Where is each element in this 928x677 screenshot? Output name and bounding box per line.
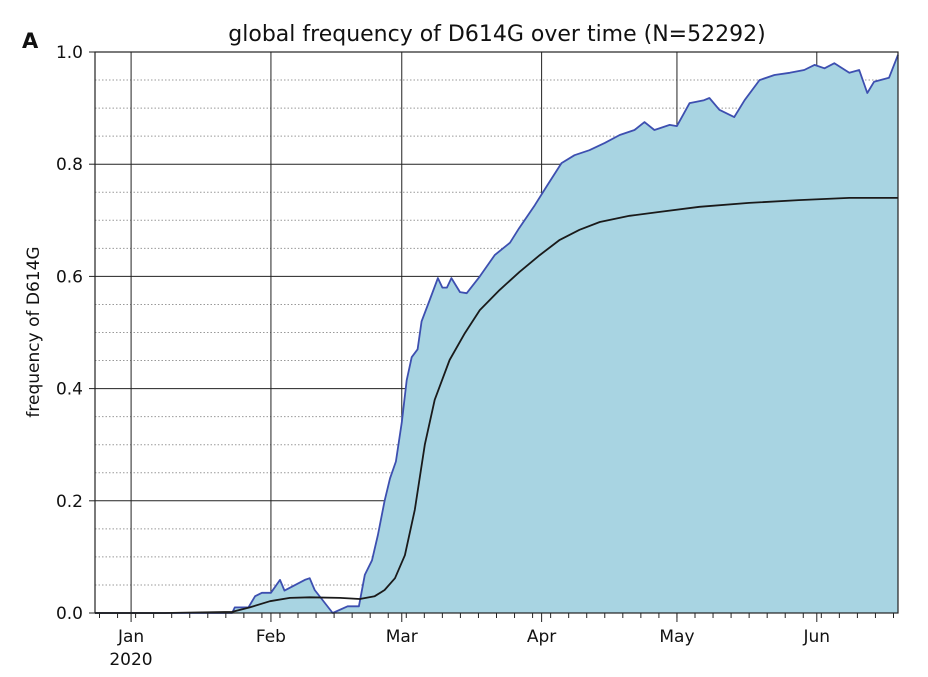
y-tick-label: 0.8 [56, 155, 83, 175]
daily-frequency-area [95, 54, 898, 614]
plot-frame [94, 51, 899, 614]
y-tick-label: 0.4 [56, 380, 83, 400]
y-axis-label: frequency of D614G [24, 246, 44, 417]
x-tick-label: May [659, 627, 694, 647]
x-tick-label: Jun [803, 627, 831, 647]
y-tick-label: 1.0 [56, 43, 83, 63]
plot-marks [95, 54, 899, 614]
x-tick-label: Mar [386, 627, 418, 647]
y-tick-label: 0.2 [56, 492, 83, 512]
x-tick-label: Apr [527, 627, 556, 647]
y-tick-label: 0.6 [56, 267, 83, 287]
smoothed-frequency-line [95, 196, 898, 614]
y-tick-label: 0.0 [56, 604, 83, 624]
panel-label: A [22, 29, 39, 53]
x-tick-label: Jan [117, 627, 144, 647]
x-tick-year: 2020 [109, 650, 152, 670]
daily-frequency-line [95, 54, 899, 614]
axes: 0.0 0.2 0.4 0.6 0.8 1.0 Jan Feb Mar Apr May Jun [56, 43, 899, 647]
chart-title: global frequency of D614G over time (N=5… [228, 22, 765, 47]
x-tick-label: Feb [256, 627, 286, 647]
